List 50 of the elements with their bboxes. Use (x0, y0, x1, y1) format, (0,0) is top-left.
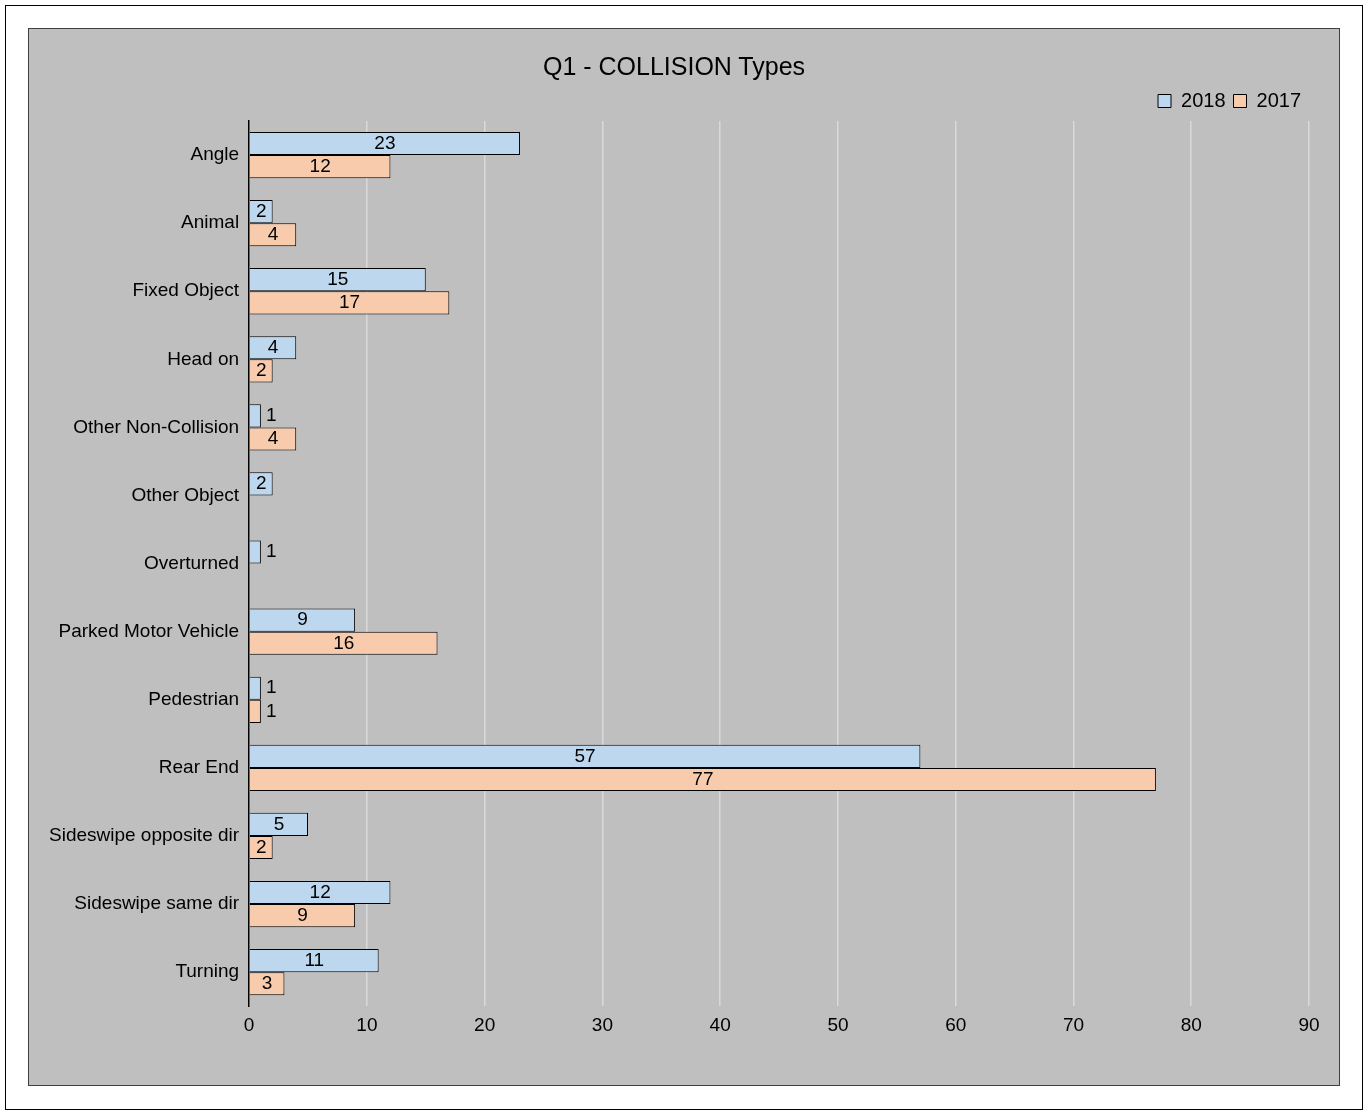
data-label: 1 (265, 676, 277, 698)
data-label: 4 (267, 222, 279, 244)
y-tick-label: Fixed Object (132, 279, 240, 301)
y-tick-label: Head on (167, 347, 240, 369)
y-tick-label: Pedestrian (148, 688, 240, 710)
x-tick-label: 50 (827, 1013, 849, 1035)
x-tick-label: 10 (356, 1013, 378, 1035)
chart-title: Q1 - COLLISION Types (542, 51, 806, 80)
x-tick-label: 0 (243, 1013, 255, 1035)
x-tick-label: 90 (1298, 1013, 1320, 1035)
y-tick-label: Overturned (144, 551, 240, 573)
data-label: 12 (309, 880, 331, 902)
data-label: 4 (267, 427, 279, 449)
data-label: 3 (261, 971, 273, 993)
data-label: 9 (297, 608, 308, 630)
y-tick-label: Sideswipe same dir (74, 892, 240, 914)
data-label: 1 (265, 540, 277, 562)
x-tick-label: 80 (1180, 1013, 1202, 1035)
data-label: 77 (692, 767, 714, 789)
data-label: 2 (255, 835, 267, 857)
data-label: 11 (304, 948, 325, 970)
legend-label: 2018 (1181, 88, 1226, 111)
data-label: 1 (265, 404, 277, 426)
y-tick-label: Parked Motor Vehicle (58, 619, 240, 641)
legend-label: 2017 (1256, 88, 1302, 111)
y-tick-label: Angle (190, 143, 240, 165)
data-label: 23 (374, 131, 396, 153)
data-label: 12 (309, 154, 331, 176)
x-tick-label: 30 (591, 1013, 613, 1035)
y-tick-label: Turning (175, 960, 240, 982)
data-label: 5 (273, 812, 285, 834)
x-tick-label: 60 (945, 1013, 967, 1035)
data-label: 57 (574, 744, 596, 766)
data-label: 17 (339, 291, 361, 313)
y-tick-label: Animal (181, 211, 240, 233)
data-label: 9 (297, 903, 308, 925)
data-label: 2 (255, 199, 267, 221)
data-label: 1 (265, 699, 277, 721)
data-label: 15 (327, 267, 349, 289)
y-tick-label: Sideswipe opposite dir (48, 824, 240, 846)
y-tick-label: Other Non-Collision (73, 415, 240, 437)
x-tick-label: 70 (1062, 1013, 1085, 1035)
data-label: 4 (267, 335, 279, 357)
data-label: 16 (333, 631, 355, 653)
data-label: 2 (255, 472, 267, 494)
data-label: 2 (255, 359, 267, 381)
x-tick-label: 20 (474, 1013, 496, 1035)
x-tick-label: 40 (709, 1013, 731, 1035)
y-tick-label: Other Object (131, 483, 240, 505)
y-tick-label: Rear End (158, 756, 240, 778)
